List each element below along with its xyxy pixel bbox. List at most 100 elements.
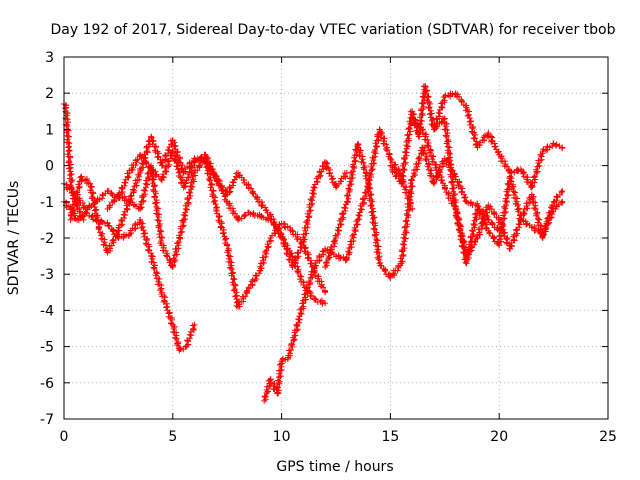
data-point-fill (159, 162, 166, 169)
data-point-fill (425, 143, 432, 150)
data-point-fill (163, 168, 170, 175)
data-point-fill (320, 284, 327, 291)
data-point-fill (118, 190, 125, 197)
data-point-fill (174, 148, 181, 155)
data-point-fill (295, 316, 302, 323)
data-point-fill (460, 249, 467, 256)
data-point-fill (157, 228, 164, 235)
data-point-fill (406, 118, 413, 125)
data-point-fill (458, 232, 465, 239)
data-point-fill (508, 169, 515, 176)
data-point-fill (420, 103, 427, 110)
data-point-fill (443, 133, 450, 140)
data-point-fill (155, 224, 162, 231)
data-point-fill (115, 191, 122, 198)
data-point-fill (121, 179, 128, 186)
data-point-fill (153, 210, 160, 217)
data-point (474, 206, 481, 213)
data-point-fill (416, 154, 423, 161)
data-point-fill (495, 148, 502, 155)
data-point-fill (171, 143, 178, 150)
data-point-fill (536, 162, 543, 169)
data-point-fill (219, 230, 226, 237)
data-point-fill (163, 304, 170, 311)
data-point-fill (297, 273, 304, 280)
data-point-fill (63, 112, 70, 119)
data-point-fill (377, 262, 384, 269)
data-point-fill (483, 225, 490, 232)
data-point (559, 187, 566, 194)
data-point-fill (418, 117, 425, 124)
data-point-fill (95, 218, 102, 225)
data-point-fill (373, 143, 380, 150)
data-point-fill (173, 163, 180, 170)
data-point-fill (110, 236, 117, 243)
data-point-fill (212, 201, 219, 208)
data-point-fill (395, 175, 402, 182)
data-point-fill (210, 193, 217, 200)
data-point-fill (304, 290, 311, 297)
data-point-fill (447, 157, 454, 164)
data-point (333, 253, 339, 260)
data-point-fill (498, 219, 505, 226)
data-point-fill (358, 206, 365, 213)
data-point-fill (502, 198, 509, 205)
data-point-fill (531, 179, 538, 186)
data-point-fill (362, 189, 369, 196)
data-point-fill (319, 300, 326, 307)
data-point-fill (262, 204, 269, 211)
data-point-fill (152, 272, 159, 279)
data-point-fill (511, 237, 518, 244)
data-point-fill (337, 221, 344, 228)
data-point-fill (375, 256, 382, 263)
data-point-fill (196, 163, 203, 170)
data-point-fill (424, 142, 431, 149)
data-point-fill (377, 131, 384, 138)
data-point-fill (148, 134, 155, 141)
data-point-fill (216, 213, 223, 220)
data-point-fill (235, 214, 242, 221)
data-point-fill (509, 185, 516, 192)
data-point-fill (304, 210, 311, 217)
data-point-fill (118, 222, 125, 229)
data-point-fill (450, 175, 457, 182)
data-point-fill (66, 165, 73, 172)
y-tick-label: -1 (40, 195, 54, 211)
data-point-fill (404, 212, 411, 219)
data-point-fill (373, 236, 380, 243)
data-point-fill (407, 180, 414, 187)
data-point-fill (128, 192, 135, 199)
data-point-fill (338, 221, 345, 228)
data-point-fill (74, 194, 81, 201)
data-point-fill (288, 342, 295, 349)
data-point-fill (441, 186, 448, 193)
data-point-fill (540, 229, 547, 236)
data-point-fill (249, 189, 256, 196)
data-point-fill (405, 135, 412, 142)
data-point-fill (470, 221, 477, 228)
data-point-fill (241, 212, 248, 219)
data-point-fill (531, 173, 538, 180)
data-point (148, 133, 155, 140)
data-point-fill (287, 350, 294, 357)
data-point-fill (161, 157, 168, 164)
data-point-fill (139, 223, 146, 230)
data-point-fill (428, 117, 435, 124)
data-point-fill (425, 94, 432, 101)
data-point-fill (191, 156, 198, 163)
data-point-fill (142, 240, 149, 247)
data-point-fill (533, 212, 540, 219)
data-point-fill (224, 249, 231, 256)
data-point-fill (164, 253, 171, 260)
data-point-fill (177, 345, 184, 352)
data-point-fill (389, 271, 396, 278)
data-point-fill (449, 185, 456, 192)
data-point-fill (422, 150, 429, 157)
data-point-fill (68, 171, 75, 178)
y-axis-title: SDTVAR / TECUs (6, 181, 22, 296)
data-point-fill (163, 252, 170, 259)
data-point-fill (520, 209, 527, 216)
data-point-fill (253, 196, 260, 203)
data-point-fill (242, 212, 249, 219)
data-point-fill (173, 251, 180, 258)
